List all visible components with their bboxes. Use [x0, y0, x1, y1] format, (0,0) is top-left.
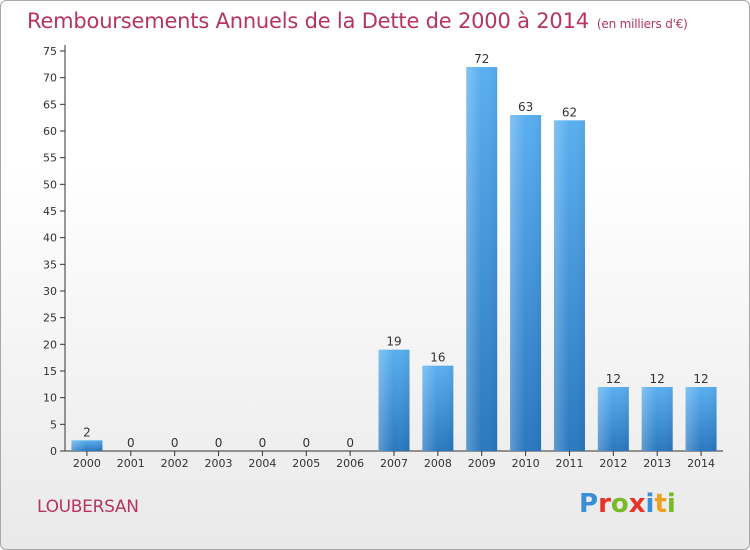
y-tick-label: 30	[43, 285, 57, 298]
y-tick-label: 45	[43, 205, 57, 218]
commune-name: LOUBERSAN	[37, 497, 139, 517]
data-label: 16	[430, 351, 445, 365]
bar-shine	[422, 365, 454, 451]
data-label: 0	[171, 436, 179, 450]
y-tick-label: 60	[43, 125, 57, 138]
proxiti-logo[interactable]: Proxiti	[579, 489, 676, 519]
data-label: 0	[259, 436, 267, 450]
y-tick-label: 25	[43, 312, 57, 325]
y-tick-label: 50	[43, 178, 57, 191]
data-label: 63	[518, 100, 533, 114]
x-tick-label: 2002	[161, 457, 189, 470]
y-tick-label: 0	[50, 445, 57, 458]
data-label: 0	[302, 436, 310, 450]
x-tick-label: 2000	[73, 457, 101, 470]
y-tick-label: 10	[43, 392, 57, 405]
bar-shine	[597, 387, 629, 451]
chart-title: Remboursements Annuels de la Dette de 20…	[27, 9, 688, 33]
logo-letter: t	[654, 489, 667, 519]
data-label: 62	[562, 105, 577, 119]
y-tick-label: 20	[43, 338, 57, 351]
x-tick-label: 2009	[468, 457, 496, 470]
bar-shine	[685, 387, 717, 451]
x-tick-label: 2014	[687, 457, 715, 470]
x-tick-label: 2010	[512, 457, 540, 470]
logo-letter: i	[666, 489, 676, 519]
data-label: 0	[215, 436, 223, 450]
y-axis: 0 5 10 15 20 25 30 35 40 45 50 55 60 65 70 75	[43, 45, 66, 458]
data-label: 12	[650, 372, 665, 386]
data-label: 12	[693, 372, 708, 386]
x-tick-label: 2004	[248, 457, 276, 470]
bar-shine	[378, 349, 410, 451]
bar-shine	[466, 67, 498, 451]
bars	[71, 67, 717, 451]
data-label: 0	[127, 436, 135, 450]
bar-shine	[641, 387, 673, 451]
logo-letter: P	[579, 489, 599, 519]
y-tick-label: 40	[43, 232, 57, 245]
bar-shine	[553, 120, 585, 451]
x-tick-label: 2008	[424, 457, 452, 470]
y-tick-label: 15	[43, 365, 57, 378]
logo-letter: x	[628, 489, 646, 519]
y-tick-label: 70	[43, 72, 57, 85]
x-tick-label: 2011	[555, 457, 583, 470]
bar-shine	[71, 440, 103, 451]
bar-shine	[510, 115, 542, 451]
x-tick-label: 2003	[205, 457, 233, 470]
data-label: 0	[346, 436, 354, 450]
data-label: 72	[474, 52, 489, 66]
x-tick-label: 2001	[117, 457, 145, 470]
data-labels: 2 0 0 0 0 0 0 19 16 72 63 62 12 12 12	[83, 52, 709, 450]
y-tick-label: 55	[43, 152, 57, 165]
x-axis: 2000 2001 2002 2003 2004 2005 2006 2007 2008 2009…	[65, 450, 723, 470]
y-tick-label: 75	[43, 45, 57, 58]
x-tick-label: 2005	[292, 457, 320, 470]
x-tick-label: 2012	[599, 457, 627, 470]
chart-subtitle: (en milliers d'€)	[596, 17, 688, 31]
y-tick-label: 35	[43, 258, 57, 271]
y-tick-label: 5	[50, 418, 57, 431]
x-tick-label: 2007	[380, 457, 408, 470]
y-tick-label: 65	[43, 98, 57, 111]
data-label: 12	[606, 372, 621, 386]
logo-letter: o	[610, 489, 629, 519]
data-label: 19	[386, 335, 401, 349]
logo-letter: i	[645, 489, 655, 519]
data-label: 2	[83, 425, 91, 439]
x-tick-label: 2013	[643, 457, 671, 470]
logo-letter: r	[598, 489, 611, 519]
chart-title-text: Remboursements Annuels de la Dette de 20…	[27, 9, 589, 33]
x-tick-label: 2006	[336, 457, 364, 470]
